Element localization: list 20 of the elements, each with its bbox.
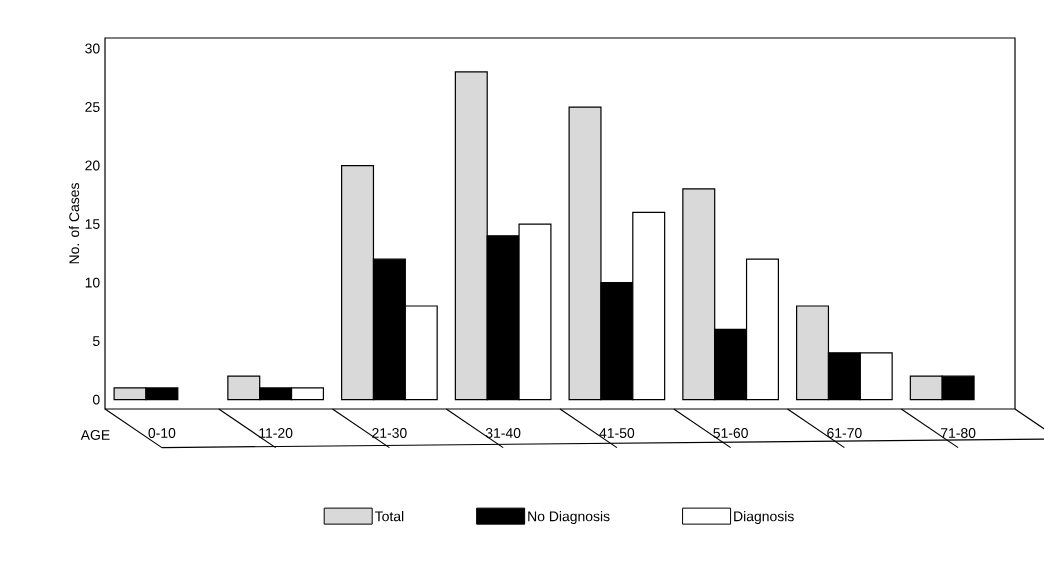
legend-label: Total xyxy=(375,511,404,522)
y-tick-label: 30 xyxy=(85,43,100,54)
y-axis-title: No. of Cases xyxy=(68,183,80,264)
x-axis-title: AGE xyxy=(80,430,110,440)
y-tick-label: 5 xyxy=(92,336,100,346)
x-tick-label: 11-20 xyxy=(259,428,293,438)
x-tick-label: 41-50 xyxy=(599,428,635,438)
x-tick-label: 31-40 xyxy=(485,428,521,438)
x-tick-label: 21-30 xyxy=(372,428,407,438)
y-tick-label: 25 xyxy=(85,102,100,112)
x-tick-label: 0-10 xyxy=(148,428,176,438)
x-tick-label: 71-80 xyxy=(941,428,976,438)
x-tick-label: 61-70 xyxy=(827,428,862,438)
y-tick-label: 10 xyxy=(85,277,100,288)
y-tick-label: 0 xyxy=(92,394,100,405)
y-tick-label: 20 xyxy=(85,160,100,171)
x-tick-label: 51-60 xyxy=(713,428,748,438)
legend-label: Diagnosis xyxy=(734,511,794,525)
y-tick-label: 15 xyxy=(85,219,100,229)
legend-label: No Diagnosis xyxy=(528,511,610,525)
